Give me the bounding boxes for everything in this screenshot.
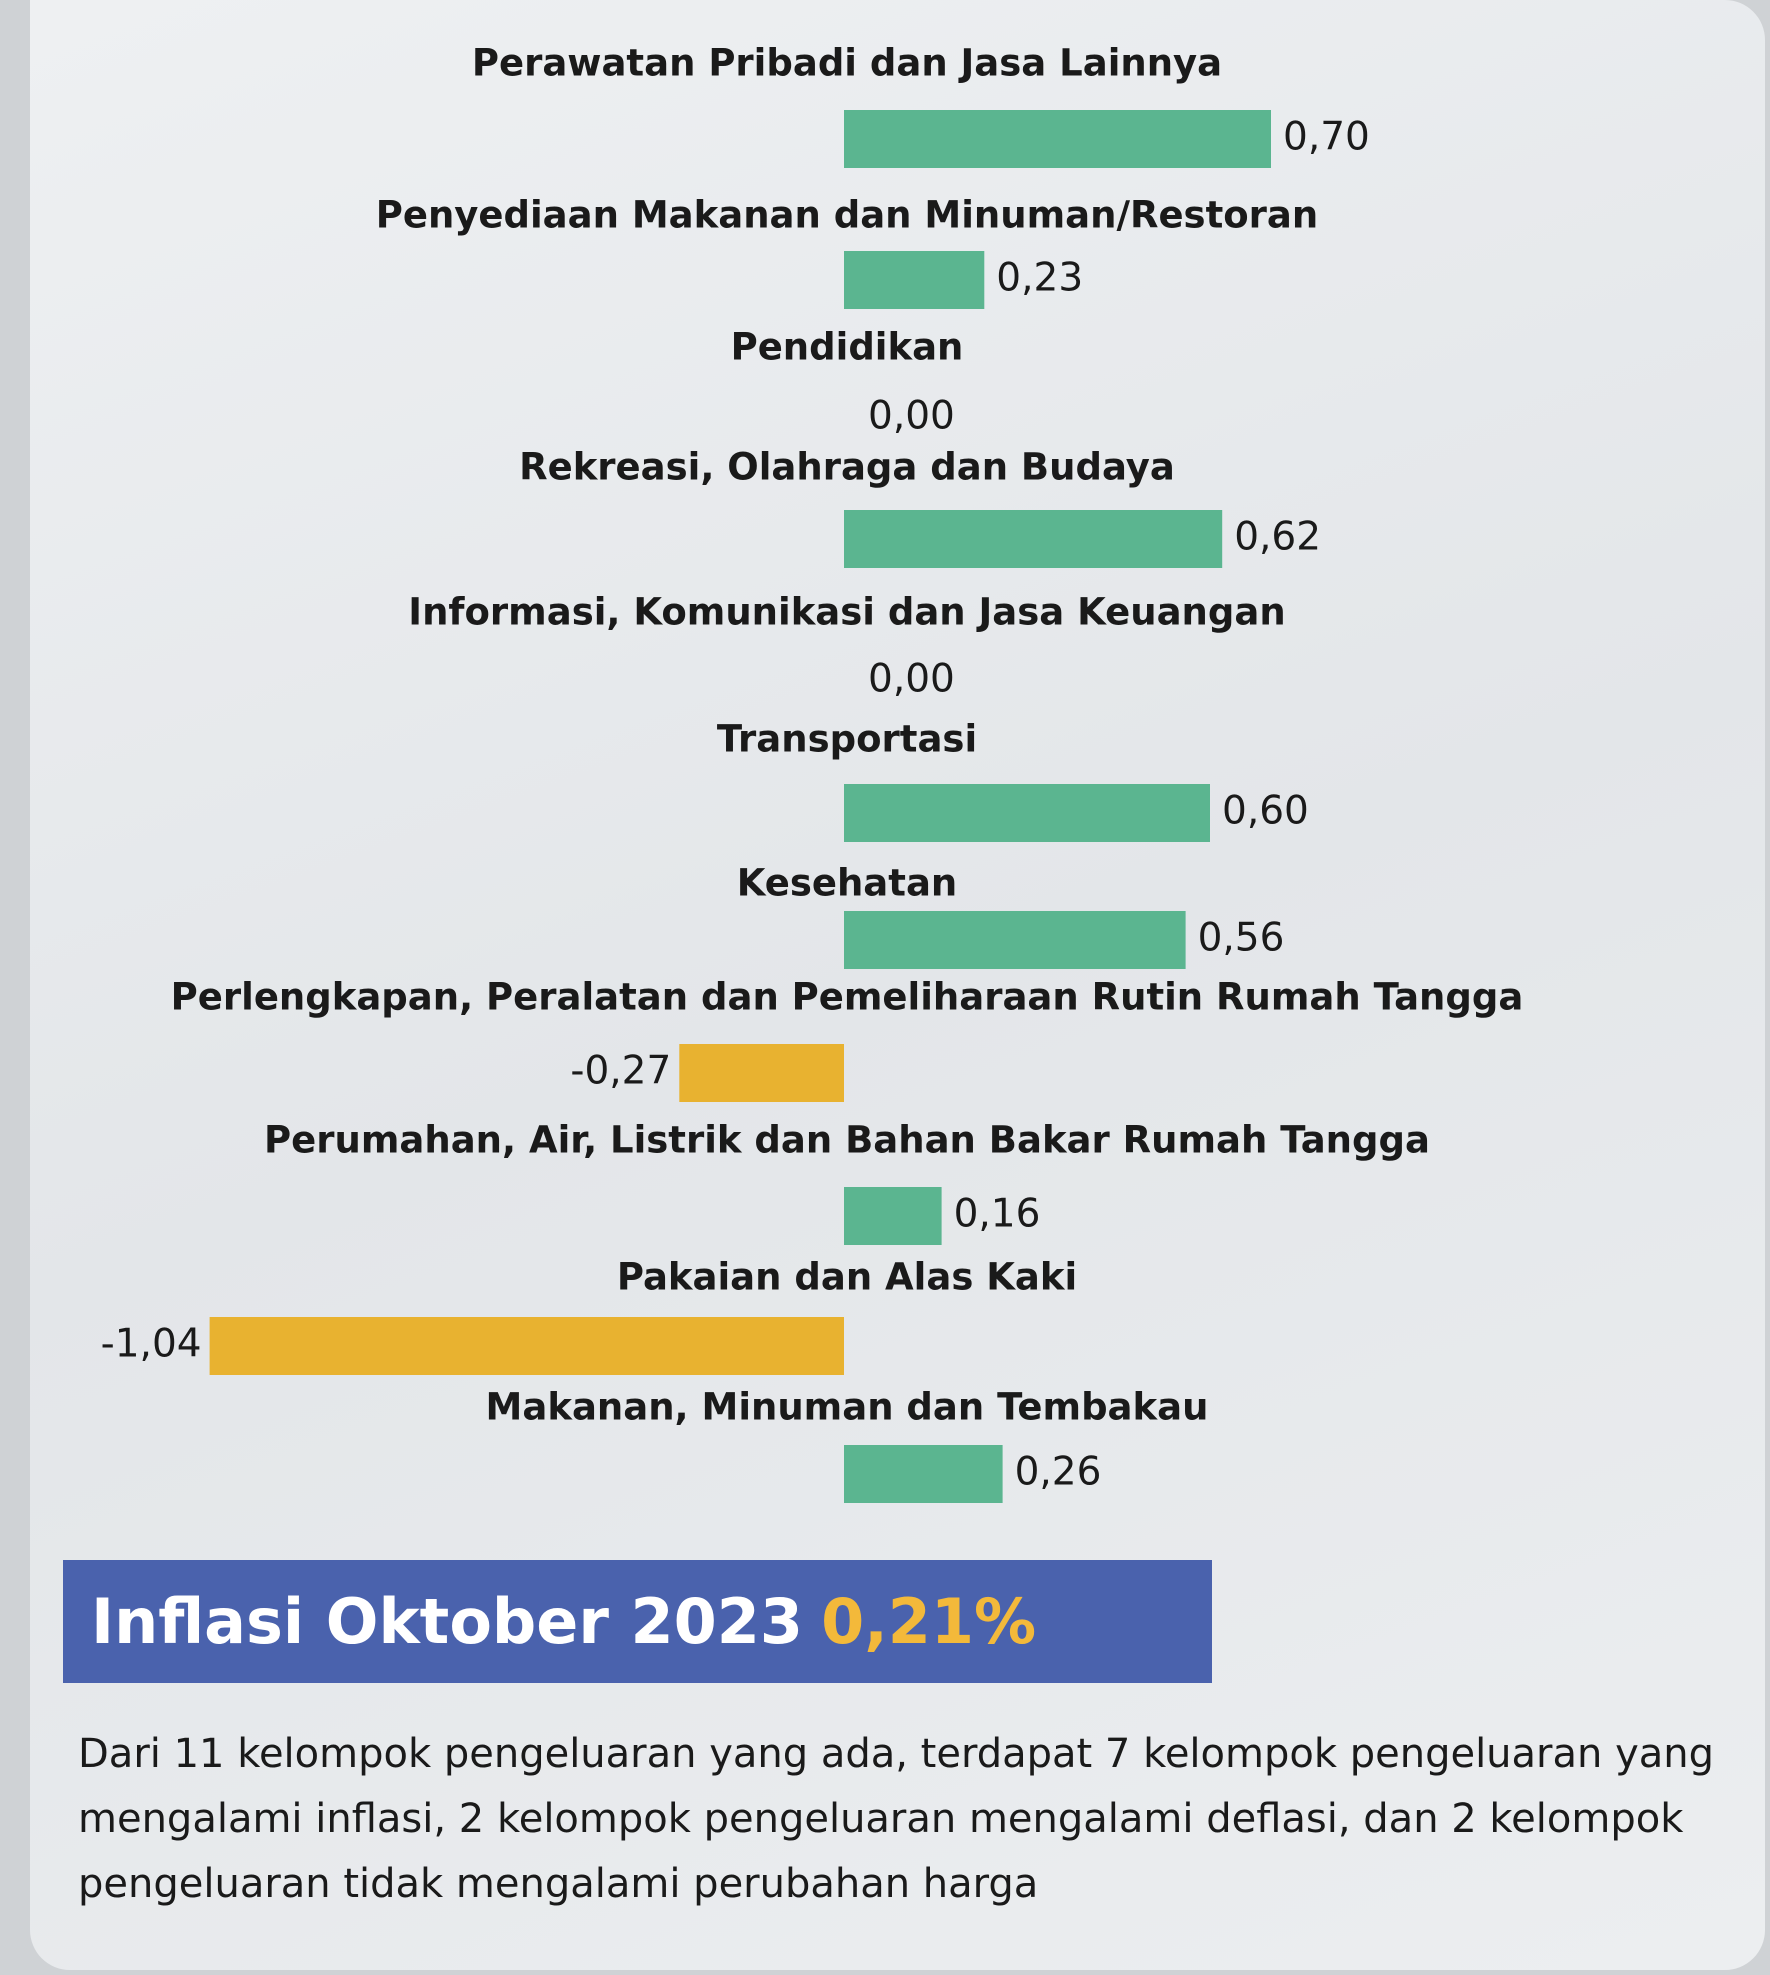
- value-label: 0,60: [1222, 789, 1309, 834]
- bar: [844, 251, 985, 309]
- category-label: Pakaian dan Alas Kaki: [617, 1256, 1077, 1299]
- value-label: 0,70: [1283, 115, 1370, 160]
- bar: [844, 1445, 1003, 1503]
- category-label: Penyediaan Makanan dan Minuman/Restoran: [376, 194, 1319, 237]
- value-label: 0,00: [868, 657, 955, 702]
- category-label: Transportasi: [717, 718, 977, 761]
- category-label: Rekreasi, Olahraga dan Budaya: [519, 446, 1175, 489]
- value-label: -0,27: [570, 1049, 671, 1094]
- value-label: 0,62: [1234, 515, 1321, 560]
- value-label: 0,00: [868, 394, 955, 439]
- bar: [209, 1317, 845, 1375]
- category-label: Perawatan Pribadi dan Jasa Lainnya: [472, 42, 1222, 85]
- value-label: 0,16: [954, 1192, 1041, 1237]
- category-label: Pendidikan: [731, 326, 964, 369]
- category-label: Makanan, Minuman dan Tembakau: [486, 1386, 1209, 1429]
- category-label: Perumahan, Air, Listrik dan Bahan Bakar …: [264, 1119, 1430, 1162]
- value-label: 0,23: [996, 256, 1083, 301]
- category-label: Perlengkapan, Peralatan dan Pemeliharaan…: [171, 976, 1524, 1019]
- headline-title: Inflasi Oktober 2023: [91, 1585, 804, 1658]
- headline-value: 0,21%: [821, 1585, 1037, 1658]
- headline: Inflasi Oktober 2023 0,21%: [63, 1560, 1212, 1683]
- value-label: 0,26: [1015, 1450, 1102, 1495]
- bar: [844, 784, 1210, 842]
- category-label: Kesehatan: [737, 862, 958, 905]
- description: Dari 11 kelompok pengeluaran yang ada, t…: [78, 1731, 1714, 1907]
- value-label: 0,56: [1198, 916, 1285, 961]
- bar: [844, 1187, 942, 1245]
- bar: [679, 1044, 844, 1102]
- category-label: Informasi, Komunikasi dan Jasa Keuangan: [408, 591, 1285, 634]
- bar: [844, 510, 1223, 568]
- bar: [844, 911, 1186, 969]
- value-label: -1,04: [101, 1322, 202, 1367]
- bar: [844, 110, 1271, 168]
